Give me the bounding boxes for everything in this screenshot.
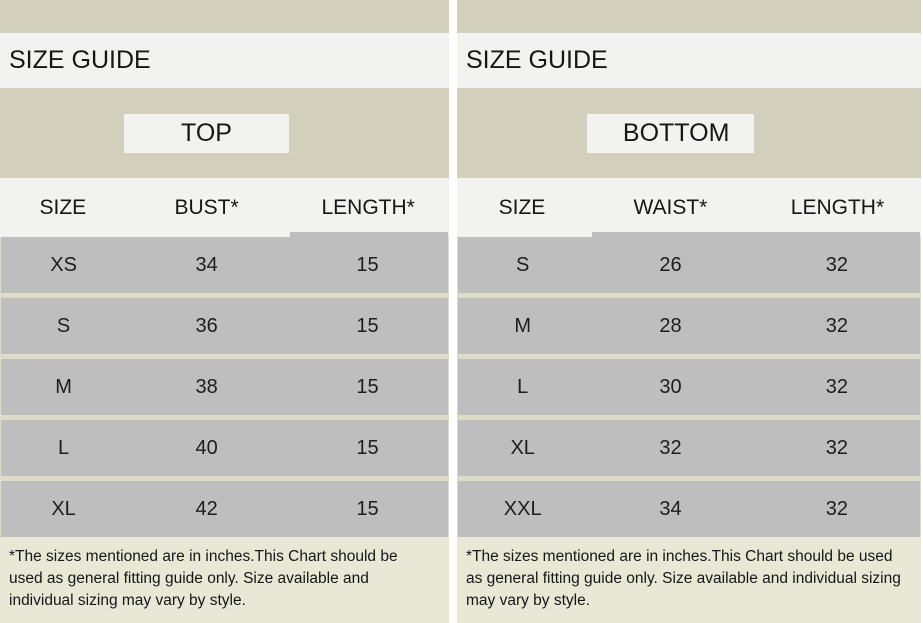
column-header-length: LENGTH* [790, 195, 885, 219]
column-header-row: SIZE BUST* LENGTH* [0, 178, 449, 237]
category-label-top: TOP [124, 113, 290, 153]
top-khaki-strip [457, 0, 921, 33]
column-header-bust: BUST* [174, 195, 239, 219]
size-table-top: XS 34 15 S 36 15 M 38 15 L 40 15 XL 42 [0, 232, 449, 537]
footnote-line: *The sizes mentioned are in inches.This … [9, 548, 398, 565]
size-guide-title: SIZE GUIDE [0, 33, 449, 88]
size-cell: XL [510, 436, 535, 459]
length-cell: 32 [825, 375, 848, 398]
length-cell: 15 [356, 497, 379, 520]
table-row: S 36 15 [1, 298, 448, 354]
category-band-bottom: BOTTOM [457, 88, 921, 178]
size-cell: S [516, 253, 530, 276]
band-center: TOP [124, 113, 290, 153]
size-guide-panel-top: SIZE GUIDE TOP SIZE BUST* LENGTH* XS 34 … [0, 0, 449, 623]
top-khaki-strip [0, 0, 449, 33]
table-row: S 26 32 [458, 237, 920, 293]
table-row: XS 34 15 [1, 237, 448, 293]
table-row: M 28 32 [458, 298, 920, 354]
column-header-waist: WAIST* [633, 195, 708, 219]
length-cell: 15 [356, 314, 379, 337]
size-guide-title: SIZE GUIDE [457, 33, 921, 88]
footnote-line: may vary by style. [466, 592, 591, 609]
bust-cell: 36 [195, 314, 218, 337]
length-cell: 32 [825, 497, 848, 520]
size-cell: XXL [503, 497, 542, 520]
table-row: L 40 15 [1, 420, 448, 476]
size-cell: M [55, 375, 72, 398]
bust-cell: 38 [195, 375, 218, 398]
bust-cell: 40 [195, 436, 218, 459]
length-cell: 32 [825, 253, 848, 276]
length-cell: 15 [356, 375, 379, 398]
length-cell: 15 [356, 253, 379, 276]
waist-cell: 30 [659, 375, 682, 398]
gray-step-artifact [592, 232, 920, 237]
bust-cell: 34 [195, 253, 218, 276]
footnote-line: as general fitting guide only. Size avai… [466, 570, 901, 587]
size-cell: XS [50, 253, 77, 276]
footnote-top: *The sizes mentioned are in inches.This … [0, 537, 449, 623]
size-guide-panel-bottom: SIZE GUIDE BOTTOM SIZE WAIST* LENGTH* S … [457, 0, 921, 623]
footnote-line: used as general fitting guide only. Size… [9, 570, 369, 587]
column-header-length: LENGTH* [321, 195, 415, 219]
column-header-size: SIZE [39, 195, 87, 219]
size-cell: L [58, 436, 70, 459]
table-row: XXL 34 32 [458, 481, 920, 537]
length-cell: 15 [356, 436, 379, 459]
category-label-bottom: BOTTOM [586, 113, 754, 153]
column-header-row: SIZE WAIST* LENGTH* [457, 178, 921, 237]
waist-cell: 32 [659, 436, 682, 459]
footnote-line: *The sizes mentioned are in inches.This … [466, 548, 893, 565]
footnote-bottom: *The sizes mentioned are in inches.This … [457, 537, 921, 623]
table-row: XL 32 32 [458, 420, 920, 476]
category-band-top: TOP [0, 88, 449, 178]
waist-cell: 28 [659, 314, 682, 337]
band-center: BOTTOM [586, 113, 754, 153]
gray-step-artifact [289, 232, 448, 237]
bust-cell: 42 [195, 497, 218, 520]
length-cell: 32 [825, 314, 848, 337]
size-cell: XL [51, 497, 76, 520]
footnote-line: individual sizing may vary by style. [9, 592, 246, 609]
waist-cell: 26 [659, 253, 682, 276]
column-header-size: SIZE [498, 195, 546, 219]
table-row: M 38 15 [1, 359, 448, 415]
size-cell: L [517, 375, 529, 398]
length-cell: 32 [825, 436, 848, 459]
size-cell: M [514, 314, 532, 337]
table-row: L 30 32 [458, 359, 920, 415]
table-row: XL 42 15 [1, 481, 448, 537]
size-cell: S [56, 314, 71, 337]
waist-cell: 34 [659, 497, 682, 520]
size-table-bottom: S 26 32 M 28 32 L 30 32 XL 32 32 XXL 34 [457, 232, 921, 537]
